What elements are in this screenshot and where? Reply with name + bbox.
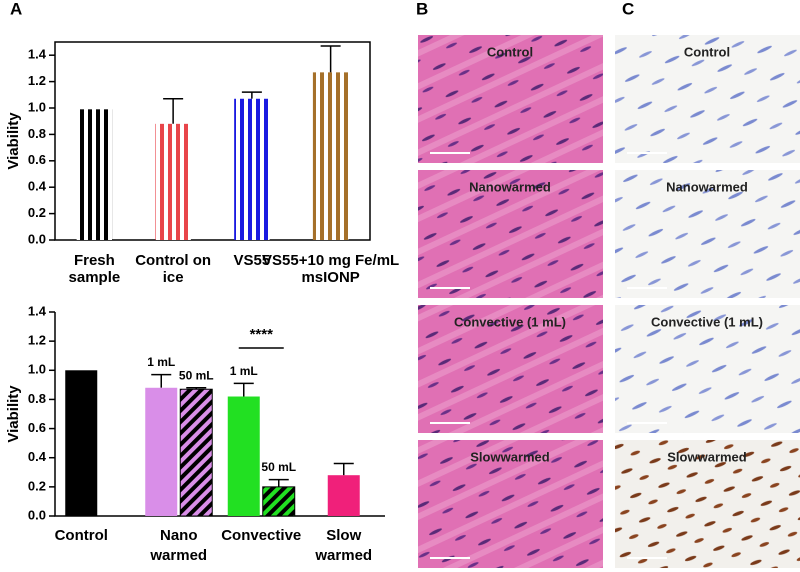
panel-letter: A bbox=[10, 0, 22, 18]
y-tick-label: 1.4 bbox=[28, 47, 47, 62]
error-bar bbox=[241, 91, 262, 99]
bar bbox=[234, 98, 270, 240]
y-tick-label: 1.4 bbox=[28, 303, 47, 318]
micrograph bbox=[418, 440, 603, 568]
bar bbox=[327, 475, 360, 516]
y-tick-label: 1.2 bbox=[28, 73, 46, 88]
y-tick-label: 0.6 bbox=[28, 420, 46, 435]
y-tick-label: 0.4 bbox=[28, 449, 47, 464]
panel-letter: C bbox=[622, 0, 634, 18]
error-bar bbox=[320, 45, 341, 73]
bar bbox=[227, 396, 260, 516]
micrograph bbox=[418, 35, 603, 163]
micrograph bbox=[615, 440, 800, 568]
y-tick-label: 0.4 bbox=[28, 179, 47, 194]
y-tick-label: 0.0 bbox=[28, 231, 46, 246]
bar bbox=[145, 387, 178, 516]
x-tick-label: Nano warmed bbox=[150, 527, 208, 564]
bar-label: 50 mL bbox=[179, 368, 214, 382]
bar bbox=[312, 72, 349, 240]
micrograph bbox=[615, 170, 800, 298]
bar-label: 50 mL bbox=[261, 460, 296, 474]
panel-label: Slowwarmed bbox=[470, 449, 550, 464]
significance: **** bbox=[250, 326, 274, 343]
error-bar bbox=[268, 478, 289, 487]
bar bbox=[76, 109, 113, 240]
panel-label: Nanowarmed bbox=[666, 179, 748, 194]
bar bbox=[179, 388, 213, 517]
y-tick-label: 1.0 bbox=[28, 99, 46, 114]
y-tick-label: 0.0 bbox=[28, 507, 46, 522]
axes-frame bbox=[54, 41, 371, 241]
y-tick-label: 0.8 bbox=[28, 126, 46, 141]
x-tick-label: Control bbox=[54, 527, 108, 544]
panel-label: Control bbox=[487, 44, 533, 59]
error-bar bbox=[163, 98, 184, 124]
y-axis-label: Viability bbox=[5, 385, 22, 443]
panel-label: Nanowarmed bbox=[469, 179, 551, 194]
x-tick-label: Control on ice bbox=[135, 252, 212, 286]
y-tick-label: 0.2 bbox=[28, 205, 46, 220]
bar bbox=[65, 370, 98, 516]
y-tick-label: 1.2 bbox=[28, 333, 46, 348]
x-tick-label: VS55 bbox=[233, 252, 271, 269]
micrograph bbox=[615, 35, 800, 163]
panel-letter: B bbox=[416, 0, 428, 18]
x-tick-label: Slow warmed bbox=[315, 527, 373, 564]
bar bbox=[155, 123, 191, 240]
bar-label: 1 mL bbox=[147, 355, 175, 369]
panel-label: Convective (1 mL) bbox=[454, 314, 566, 329]
y-tick-label: 0.8 bbox=[28, 391, 46, 406]
error-bar bbox=[151, 373, 172, 388]
x-tick-label: VS55+10 mg Fe/mL msIONP bbox=[262, 252, 400, 286]
bar bbox=[262, 486, 296, 517]
micrograph bbox=[418, 305, 603, 433]
error-bar bbox=[333, 462, 354, 476]
micrograph bbox=[418, 170, 603, 298]
y-axis-label: Viability bbox=[5, 112, 22, 170]
y-tick-label: 0.2 bbox=[28, 478, 46, 493]
panel-label: Slowwarmed bbox=[667, 449, 747, 464]
x-tick-label: Fresh sample bbox=[68, 252, 121, 286]
error-bar bbox=[233, 382, 254, 397]
x-tick-label: Convective bbox=[221, 527, 302, 544]
panel-label: Convective (1 mL) bbox=[651, 314, 763, 329]
panel-label: Control bbox=[684, 44, 730, 59]
y-tick-label: 0.6 bbox=[28, 152, 46, 167]
bar-label: 1 mL bbox=[230, 364, 258, 378]
y-tick-label: 1.0 bbox=[28, 362, 46, 377]
micrograph bbox=[615, 305, 800, 433]
